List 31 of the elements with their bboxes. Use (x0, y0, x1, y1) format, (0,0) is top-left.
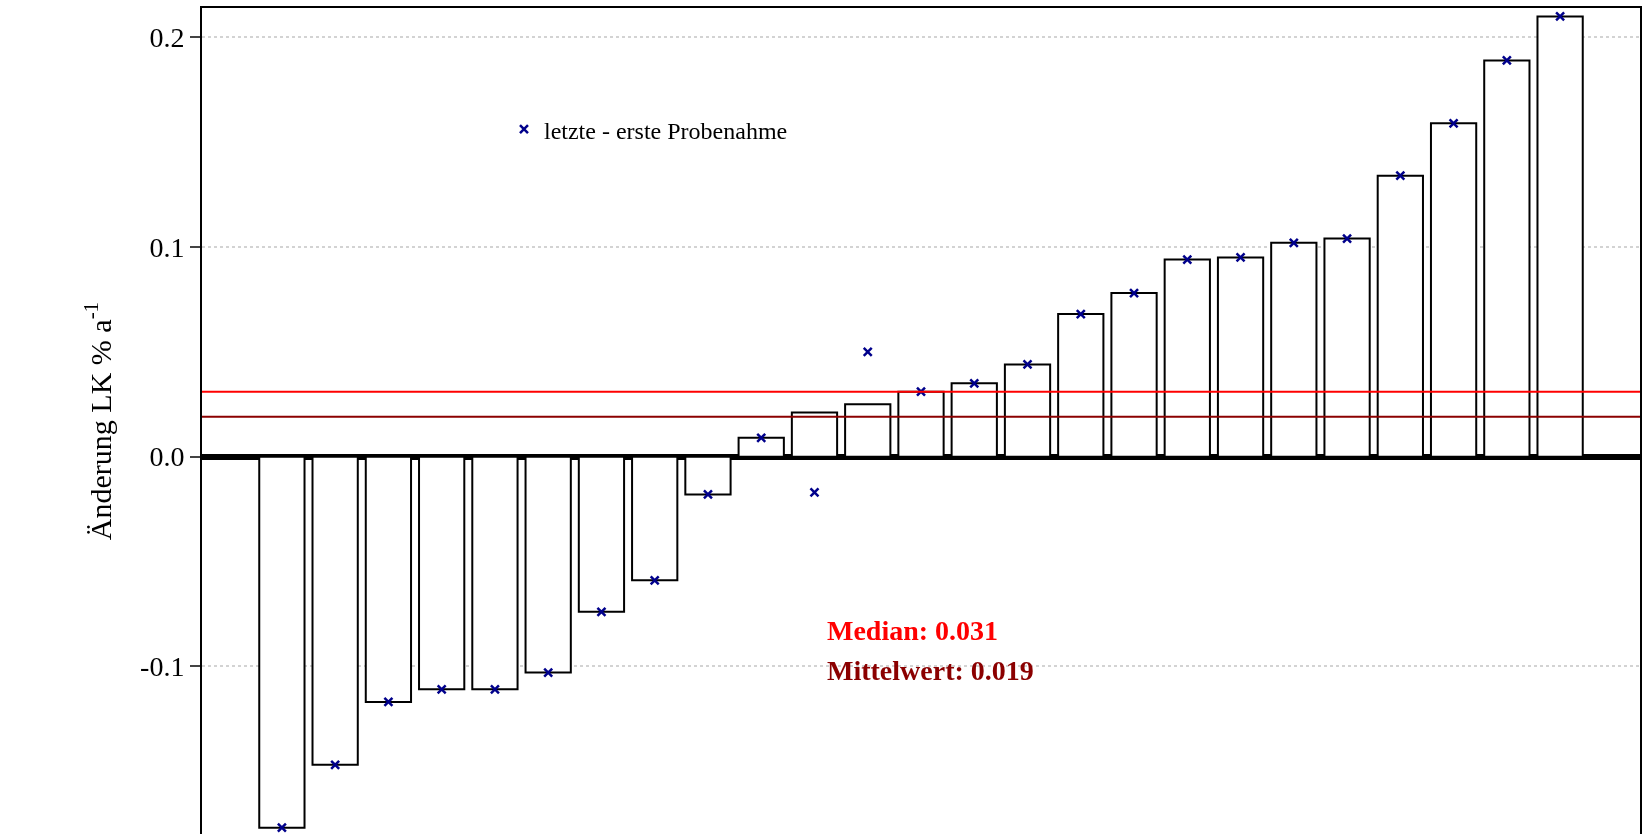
point (596, 606, 607, 618)
y-tick-label: -0.1 (140, 651, 185, 683)
point (1448, 118, 1459, 129)
point (1128, 287, 1140, 299)
ref-line-label: Median: 0.031 (827, 615, 999, 646)
point (489, 684, 501, 695)
point (862, 346, 873, 358)
point (1341, 233, 1353, 244)
y-tick-label: 0.2 (149, 22, 185, 54)
point (1501, 55, 1513, 66)
point (1288, 237, 1300, 249)
point (542, 667, 554, 678)
point (1395, 170, 1406, 181)
point (755, 432, 767, 444)
point (1075, 308, 1087, 320)
point (1022, 359, 1033, 370)
point (1182, 254, 1193, 265)
point (702, 489, 714, 500)
ref-line-label: Mittelwert: 0.019 (827, 655, 1034, 686)
point (969, 378, 980, 389)
point (809, 487, 820, 498)
point (329, 759, 341, 771)
point (1235, 252, 1246, 263)
legend-label: letzte - erste Probenahme (543, 117, 788, 144)
point (436, 684, 447, 695)
y-tick-label: 0.1 (149, 231, 185, 263)
point (1554, 11, 1566, 22)
point (649, 575, 660, 586)
point (383, 696, 394, 708)
y-tick-label: 0.0 (149, 441, 185, 473)
point (276, 822, 288, 833)
